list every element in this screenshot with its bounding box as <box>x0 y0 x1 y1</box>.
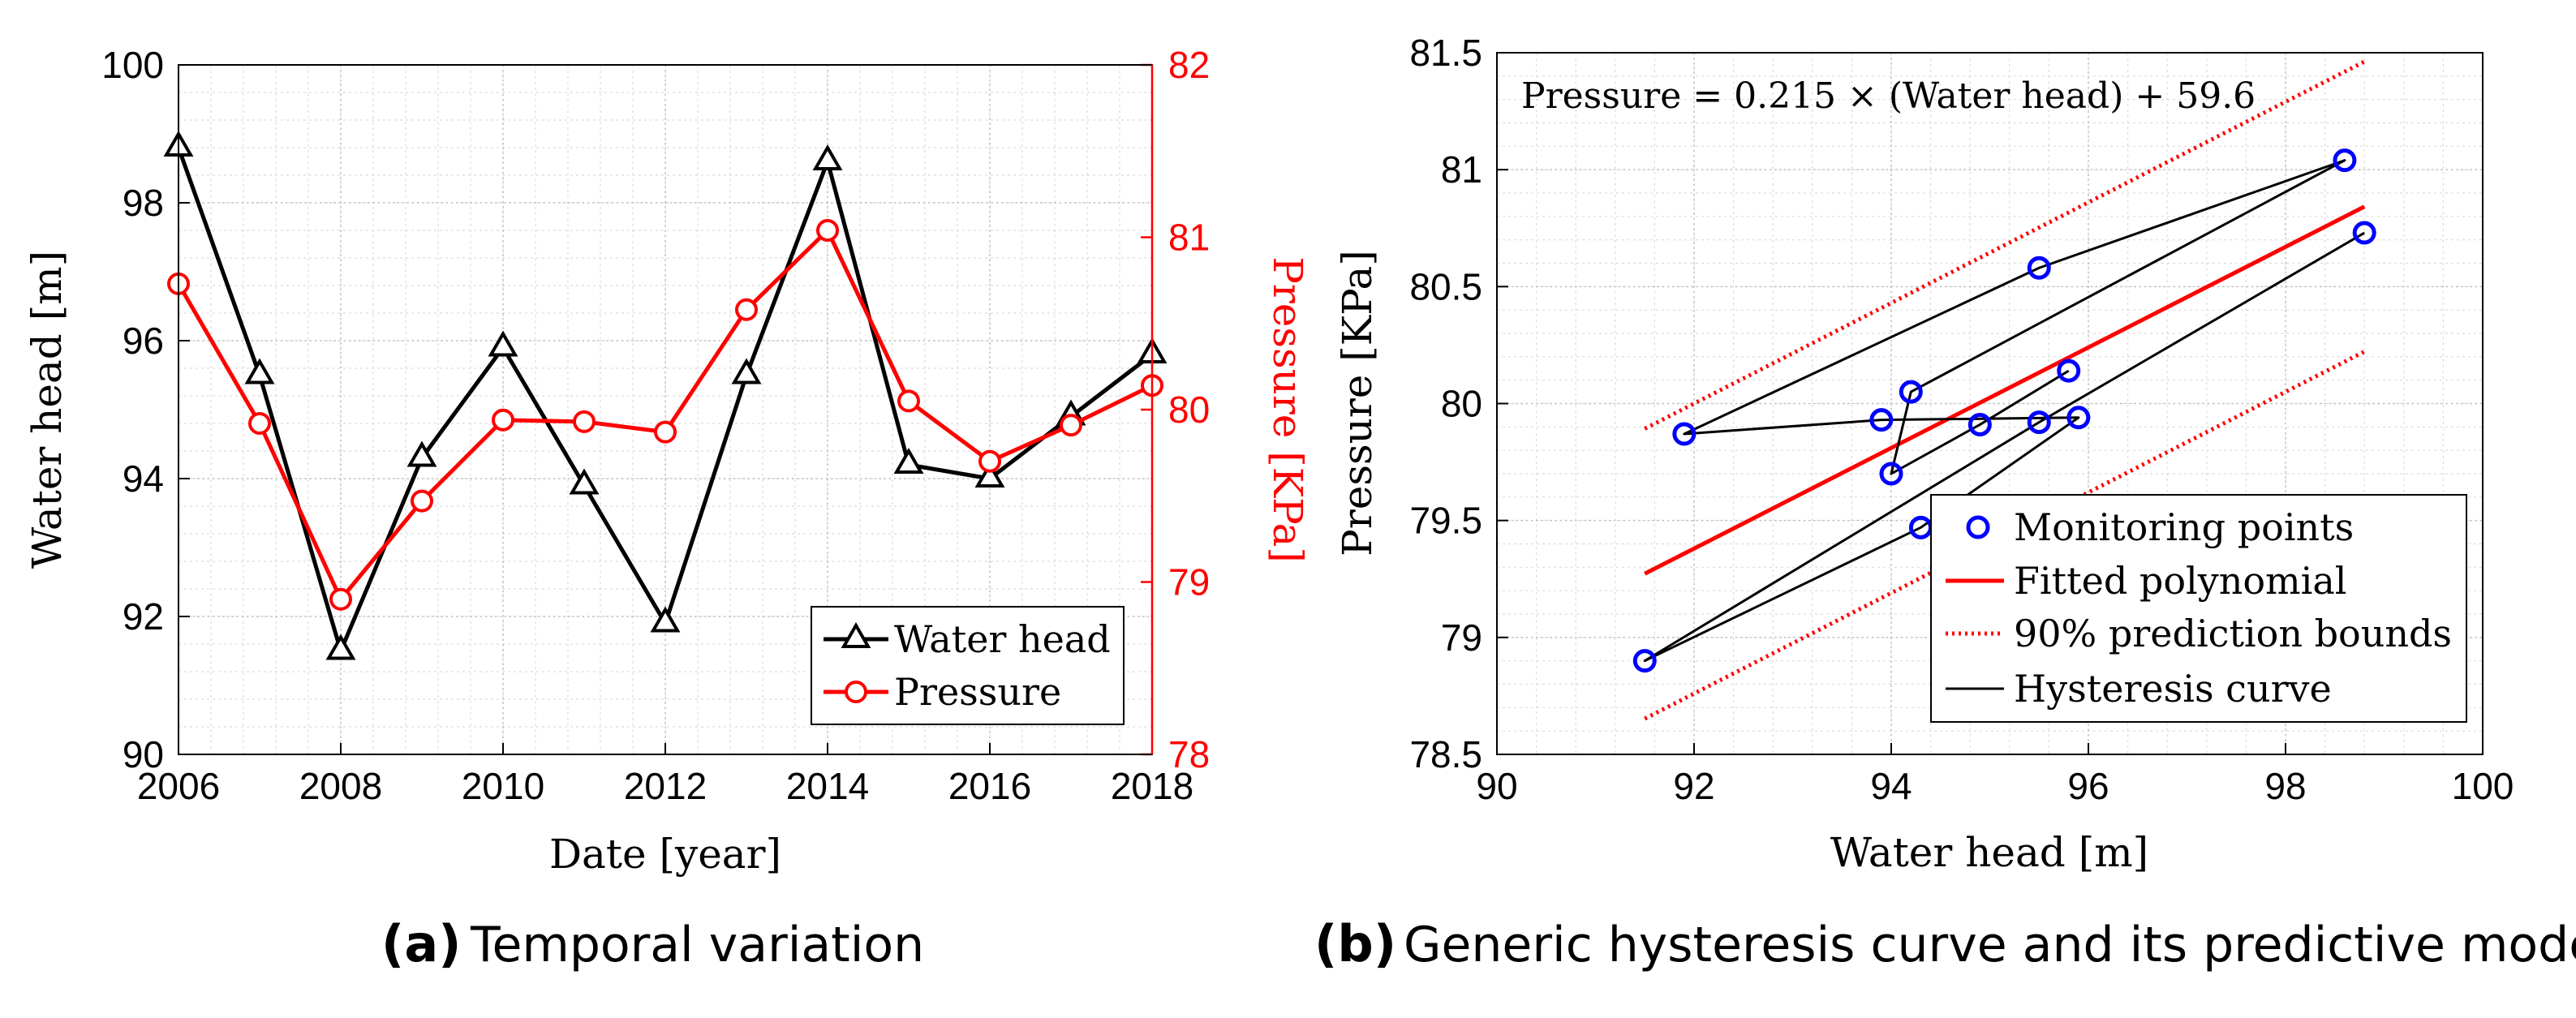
caption-b-text: Generic hysteresis curve and its predict… <box>1404 917 2576 973</box>
x-tick-label: 2014 <box>786 765 869 807</box>
pressure-marker <box>654 420 677 444</box>
monitoring-point <box>1899 380 1923 404</box>
x-tick-label: 2010 <box>462 765 544 807</box>
x-tick-label: 100 <box>2452 765 2514 807</box>
legend-bounds-label: 90% prediction bounds <box>2014 612 2452 655</box>
x-tick-label: 2016 <box>948 765 1031 807</box>
chart-a-ylabel-right: Pressure [KPa] <box>1264 256 1311 563</box>
chart-b-ylabel: Pressure [KPa] <box>1334 250 1381 556</box>
monitoring-point <box>1879 462 1903 486</box>
water-head-marker <box>325 634 356 660</box>
chart-a-ticks: 2006 2008 2010 2012 2014 2016 2018 90 92 94 96 98 10… <box>101 44 1210 807</box>
y-right-tick-label: 82 <box>1168 44 1210 86</box>
pressure-marker <box>248 412 271 435</box>
y-right-tick-label: 80 <box>1168 389 1210 431</box>
chart-a: 2006 2008 2010 2012 2014 2016 2018 90 92 94 96 98 10… <box>24 44 1311 973</box>
y-tick-label: 79.5 <box>1409 500 1482 542</box>
caption-a-letter: (a) <box>381 914 462 973</box>
pressure-marker <box>735 298 758 321</box>
x-tick-label: 90 <box>1476 765 1517 807</box>
monitoring-point <box>1967 412 1992 436</box>
legend-monitoring-marker-icon <box>1966 515 1990 539</box>
chart-b-legend-box <box>1930 494 2467 723</box>
water-head-marker <box>812 144 843 170</box>
y-tick-label: 81 <box>1441 148 1482 191</box>
fitted-polynomial-line <box>1644 204 2366 576</box>
y-left-tick-label: 100 <box>101 44 164 86</box>
y-tick-label: 78.5 <box>1409 733 1482 775</box>
caption-a-text: Temporal variation <box>470 917 924 973</box>
monitoring-point <box>1632 649 1657 673</box>
chart-b: 90 92 94 96 98 100 78.5 79 79.5 80 80.5 81 81.5 Pres… <box>1314 32 2576 973</box>
caption-b-letter: (b) <box>1314 914 1396 973</box>
chart-b-legend: Monitoring points Fitted polynomial 90% … <box>1930 494 2467 723</box>
chart-b-xlabel: Water head [m] <box>1830 829 2148 876</box>
pressure-marker <box>816 219 839 242</box>
monitoring-point <box>1672 422 1697 446</box>
chart-b-ticks: 90 92 94 96 98 100 78.5 79 79.5 80 80.5 81 81.5 <box>1409 32 2514 807</box>
legend-triangle-icon <box>841 621 871 648</box>
y-left-tick-label: 94 <box>123 457 164 500</box>
legend-pressure-label: Pressure <box>894 670 1061 714</box>
monitoring-point <box>2027 256 2051 280</box>
x-tick-label: 2008 <box>299 765 382 807</box>
pressure-marker <box>573 410 596 433</box>
x-tick-label: 2006 <box>137 765 220 807</box>
chart-b-frame <box>1496 52 2484 755</box>
legend-hysteresis-label: Hysteresis curve <box>2014 667 2332 711</box>
y-tick-label: 81.5 <box>1409 32 1482 74</box>
y-right-tick-label: 79 <box>1168 561 1210 603</box>
legend-monitoring-label: Monitoring points <box>2014 505 2354 549</box>
y-left-tick-label: 90 <box>123 733 164 775</box>
x-tick-label: 98 <box>2264 765 2306 807</box>
monitoring-point <box>1869 408 1894 432</box>
water-head-marker <box>406 440 437 467</box>
x-tick-label: 2018 <box>1111 765 1193 807</box>
chart-b-equation: Pressure = 0.215 × (Water head) + 59.6 <box>1521 75 2256 117</box>
chart-a-legend-box <box>811 606 1125 725</box>
pressure-marker <box>492 408 514 432</box>
water-head-marker <box>974 461 1005 488</box>
pressure-marker <box>1060 414 1082 437</box>
water-head-marker <box>893 447 924 474</box>
water-head-marker <box>731 358 762 384</box>
pressure-marker <box>411 489 433 513</box>
chart-b-caption: (b) Generic hysteresis curve and its pre… <box>1314 914 2576 973</box>
monitoring-point <box>2027 410 2051 435</box>
monitoring-point <box>2333 148 2357 173</box>
x-tick-label: 2012 <box>624 765 707 807</box>
x-tick-label: 92 <box>1673 765 1714 807</box>
y-tick-label: 80 <box>1441 383 1482 425</box>
y-left-tick-label: 96 <box>123 320 164 362</box>
pressure-marker <box>897 389 920 413</box>
y-right-tick-label: 81 <box>1168 217 1210 259</box>
monitoring-point <box>2057 359 2081 383</box>
water-head-marker <box>244 358 275 384</box>
chart-a-legend: Water head Pressure <box>811 606 1125 725</box>
water-head-marker <box>569 468 600 495</box>
y-left-tick-label: 92 <box>123 595 164 638</box>
pressure-marker <box>978 449 1001 473</box>
hysteresis-curve <box>1643 159 2365 663</box>
y-left-tick-label: 98 <box>123 182 164 224</box>
upper-prediction-bound <box>1644 59 2366 431</box>
monitoring-point <box>2352 221 2376 245</box>
legend-circle-icon <box>845 681 867 703</box>
y-tick-label: 79 <box>1441 616 1482 659</box>
x-tick-label: 96 <box>2067 765 2109 807</box>
x-tick-label: 94 <box>1870 765 1912 807</box>
legend-fitted-label: Fitted polynomial <box>2014 559 2347 603</box>
water-head-marker <box>650 606 681 633</box>
water-head-marker <box>488 330 518 357</box>
pressure-marker <box>329 587 352 611</box>
chart-a-ylabel-left: Water head [m] <box>24 251 71 569</box>
monitoring-point <box>2066 406 2091 430</box>
chart-a-caption: (a) Temporal variation <box>381 914 924 973</box>
y-tick-label: 80.5 <box>1409 265 1482 307</box>
y-right-tick-label: 78 <box>1168 733 1210 775</box>
legend-water-head-label: Water head <box>894 617 1111 661</box>
chart-a-xlabel: Date [year] <box>549 831 781 878</box>
